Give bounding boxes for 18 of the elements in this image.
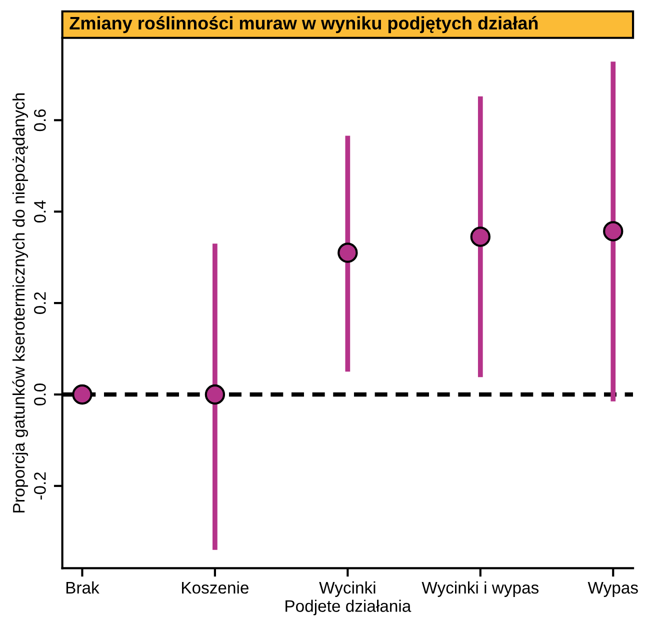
x-tick-label: Wycinki i wypas [422,581,539,597]
y-tick-label: 0.6 [34,109,46,132]
point [72,384,92,405]
point [603,221,624,242]
x-tick-label: Wycinki [319,581,376,597]
x-tick-label: Koszenie [182,581,248,594]
y-tick-label: 0.0 [34,384,46,406]
x-tick-label: Brak [66,581,100,594]
y-tick-label: -0.2 [34,472,46,500]
y-axis-title: Proporcja gatunków kserotermicznych do niepożądanych [12,93,28,512]
x-axis-title: Podjete działania [286,600,412,616]
point [470,226,491,247]
y-tick-label: 0.2 [34,292,46,314]
x-tick-label: Wypas [588,582,638,597]
point [204,384,226,405]
point [338,242,358,263]
chart-title: Zmiany roślinności muraw w wyniku podjętych działań [70,16,538,34]
y-tick-label: 0.4 [34,200,46,223]
